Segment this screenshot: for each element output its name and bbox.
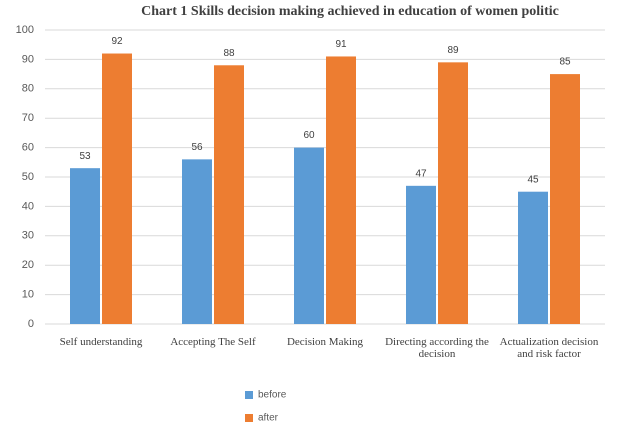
legend-swatch [245,391,253,399]
data-label: 85 [559,57,571,68]
data-label: 47 [415,168,427,179]
data-label: 88 [223,48,235,59]
x-tick-label: Self understanding [59,336,143,348]
y-tick-label: 70 [22,112,34,124]
legend-swatch [245,414,253,422]
data-label: 53 [79,151,91,162]
legend-label: before [258,390,287,401]
data-label: 92 [111,36,123,47]
y-tick-label: 90 [22,53,34,65]
bar [438,62,468,325]
bar [182,159,212,324]
data-label: 91 [335,39,347,50]
x-tick-label: Directing according the decision [385,336,489,360]
y-tick-label: 80 [22,83,34,95]
y-tick-label: 0 [28,318,34,330]
bar [518,191,548,324]
y-tick-label: 20 [22,259,34,271]
chart-title: Chart 1 Skills decision making achieved … [141,4,559,19]
bar [550,74,580,324]
y-tick-label: 30 [22,230,34,242]
y-tick-label: 100 [16,24,34,36]
x-tick-label: Actualization decision and risk factor [499,336,599,360]
x-tick-label: Decision Making [286,336,364,348]
bar [214,65,244,324]
data-label: 56 [191,142,203,153]
y-tick-label: 10 [22,289,34,301]
data-label: 45 [527,174,539,185]
y-tick-label: 50 [22,171,34,183]
y-tick-label: 40 [22,200,34,212]
data-label: 60 [303,130,315,141]
data-label: 89 [447,45,459,56]
x-tick-label: Accepting The Self [170,336,256,348]
bar [70,168,100,324]
bar [102,53,132,325]
bar [326,56,356,325]
y-tick-label: 60 [22,142,34,154]
bar [406,185,436,324]
bar [294,147,324,324]
legend-label: after [258,413,279,424]
